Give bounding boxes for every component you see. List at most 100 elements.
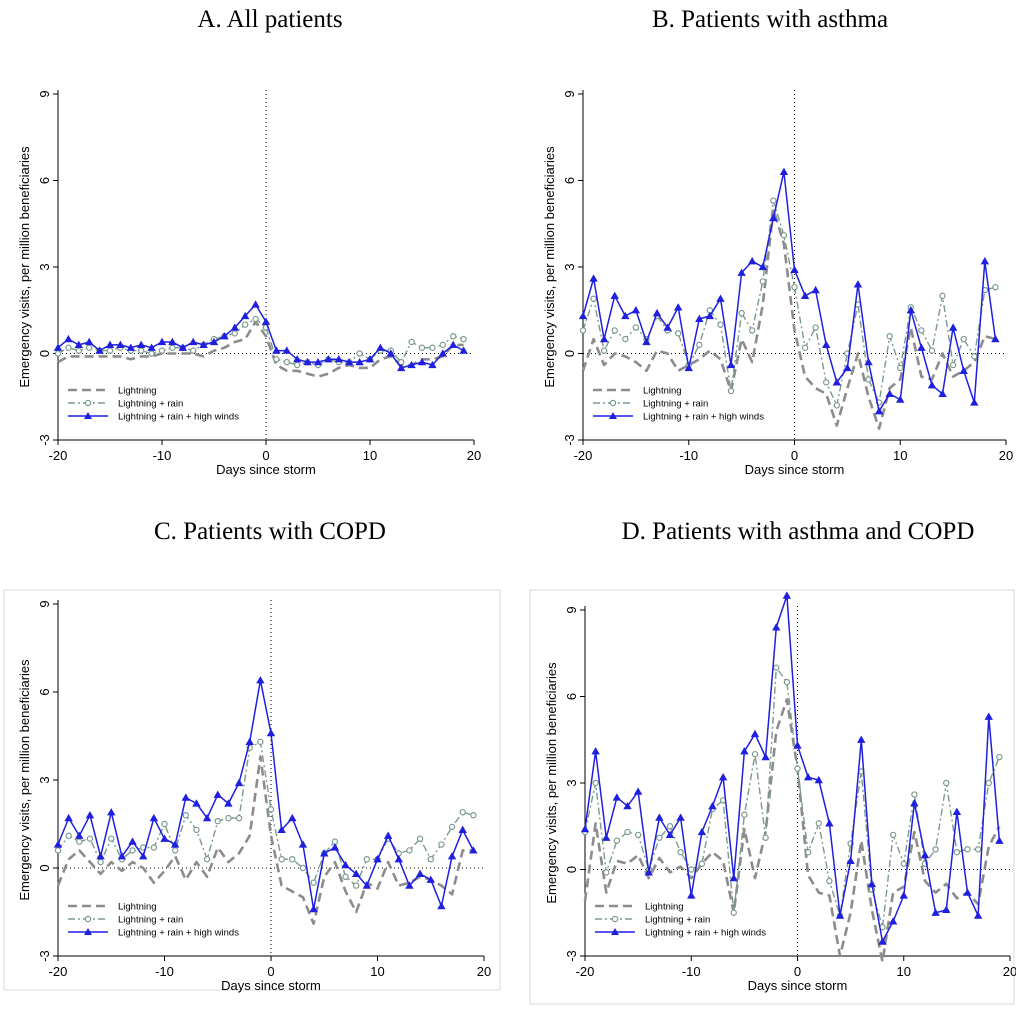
data-point-triangle [241,311,250,320]
data-point-circle [727,387,735,395]
data-point-triangle [53,840,63,848]
data-point-triangle [843,363,852,372]
data-point-circle [749,327,756,334]
data-point-triangle [708,801,717,810]
data-point-circle [273,356,280,363]
data-point-triangle [428,360,437,369]
data-point-circle [801,344,809,351]
data-point-circle [252,315,259,323]
data-point-circle [439,341,446,349]
data-point-triangle [293,355,302,363]
data-point-circle [299,864,307,872]
data-point-triangle [352,869,361,878]
data-point-triangle [835,911,845,919]
data-point-triangle [95,346,104,354]
y-tick-label: 6 [37,688,52,695]
data-point-triangle [397,363,406,372]
data-point-circle [106,347,114,354]
data-point-triangle [320,849,329,857]
data-point-circle [717,321,724,328]
data-point-circle [833,402,841,409]
data-point-circle [698,860,706,867]
legend-label-0: Lightning [118,902,157,913]
data-point-circle [953,849,961,856]
data-point-triangle [168,337,177,346]
data-point-triangle [64,334,73,343]
data-point-circle [418,344,426,351]
series-line-0 [583,698,1001,964]
data-point-triangle [578,311,588,320]
data-point-triangle [355,357,364,366]
panel-c-title: C. Patients with COPD [154,518,386,545]
data-point-circle [656,834,663,841]
data-point-triangle [126,343,135,351]
data-point-triangle [790,265,799,274]
legend-label-0: Lightning [118,386,157,397]
legend-marker [84,915,92,923]
data-point-circle [960,335,967,343]
data-point-triangle [407,360,416,369]
data-point-triangle [652,308,662,317]
data-point-triangle [458,825,467,834]
data-point-triangle [948,323,958,331]
data-point-circle [189,347,197,354]
data-point-triangle [74,340,83,348]
data-point-circle [865,376,872,383]
data-point-triangle [447,852,457,860]
y-axis-label: Emergency visits, per million beneficiar… [542,146,557,388]
data-point-triangle [853,280,863,288]
data-point-triangle [970,398,979,406]
data-point-triangle [631,306,641,314]
data-point-circle [310,879,317,886]
chart-frame [529,589,1015,1005]
legend-marker [84,399,92,407]
data-point-triangle [633,787,643,795]
data-point-triangle [758,262,767,271]
series-line-1 [57,741,474,887]
data-point-circle [632,324,640,331]
data-point-circle [214,817,221,825]
x-tick-label: 10 [897,964,911,979]
data-point-triangle [973,911,983,919]
data-point-triangle [716,294,725,302]
legend-label-1: Lightning + rain [118,399,183,410]
data-point-triangle [857,735,866,743]
legend-label-1: Lightning + rain [645,915,710,926]
legend-label-2: Lightning + rain + high winds [118,412,239,423]
data-point-triangle [748,257,757,265]
data-point-triangle [438,349,447,357]
data-point-triangle [437,901,446,910]
legend-marker [609,412,617,419]
data-point-triangle [676,813,685,821]
legend-marker [611,928,619,935]
data-point-triangle [234,778,244,787]
y-tick-label: 6 [37,177,52,184]
data-point-triangle [345,357,354,366]
data-point-circle [283,358,290,366]
data-point-circle [794,765,801,772]
data-point-triangle [718,773,728,781]
data-point-circle [438,841,445,848]
data-point-triangle [139,852,148,860]
data-point-triangle [192,799,201,807]
data-point-triangle [663,323,672,331]
legend-label-1: Lightning + rain [643,399,708,410]
data-point-triangle [811,285,820,294]
data-point-triangle [313,357,323,366]
data-point-circle [622,335,629,343]
data-point-triangle [591,747,600,755]
data-point-triangle [610,291,619,299]
data-point-circle [137,347,145,354]
data-point-circle [294,361,301,369]
data-point-circle [823,379,830,386]
data-point-triangle [878,937,887,945]
data-point-triangle [803,773,813,781]
data-point-triangle [178,343,187,351]
data-point-circle [148,350,155,357]
y-tick-label: 9 [564,606,579,613]
data-point-circle [267,806,275,813]
x-tick-label: 20 [467,448,481,463]
data-point-circle [182,812,189,819]
data-point-circle [911,791,918,798]
